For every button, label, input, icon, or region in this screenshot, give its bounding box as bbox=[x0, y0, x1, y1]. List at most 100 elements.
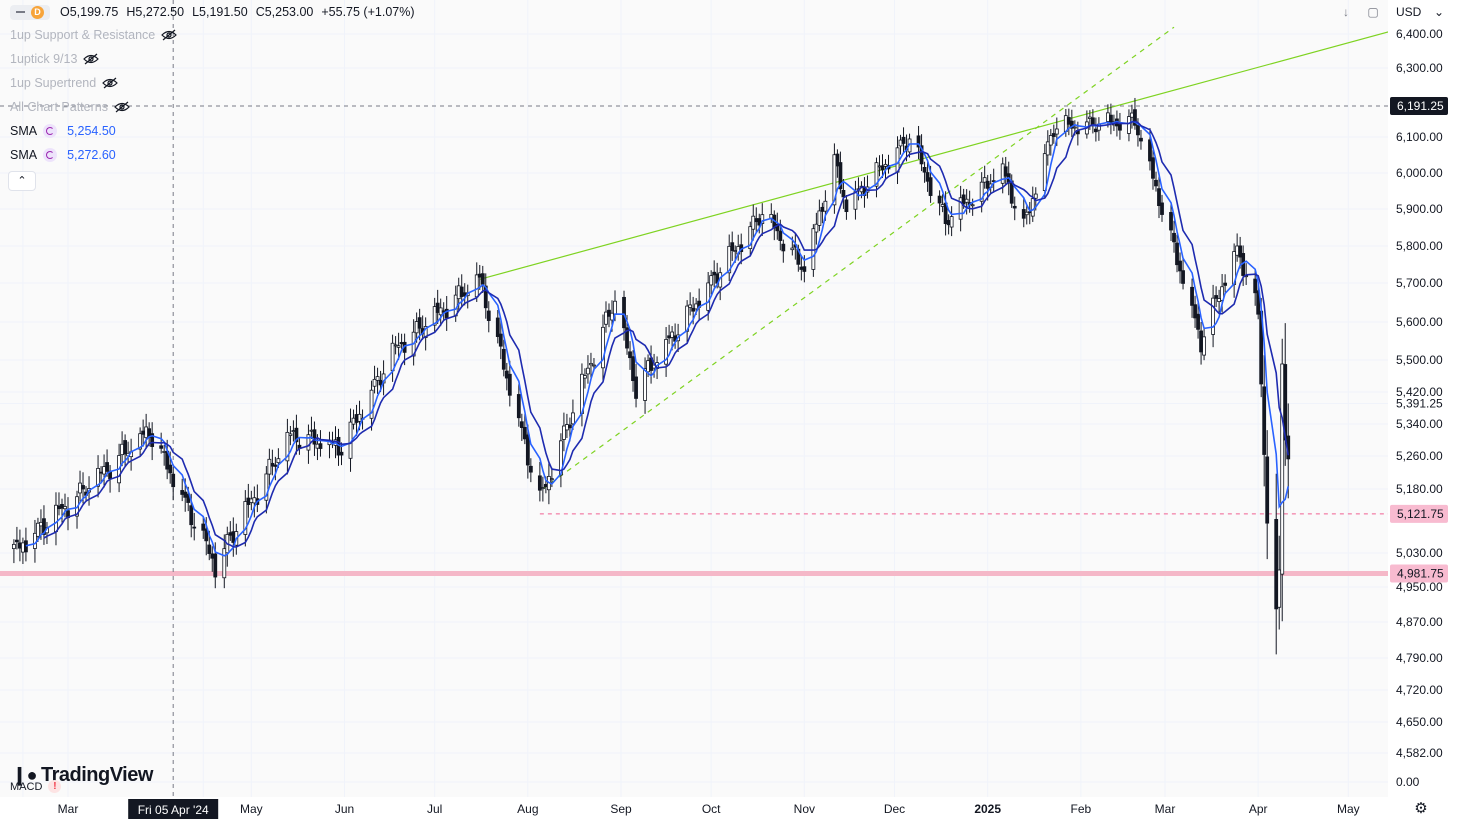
candle bbox=[495, 309, 500, 344]
indicator-supertrend[interactable]: 1up Supertrend bbox=[10, 74, 119, 92]
candle-body bbox=[456, 285, 461, 300]
macd-label: MACD bbox=[10, 780, 43, 793]
candle-body bbox=[1235, 245, 1240, 256]
candle-body bbox=[1157, 188, 1161, 207]
candle-body bbox=[273, 464, 278, 467]
crosshair-date-box bbox=[128, 799, 219, 819]
time-tick-label: Dec bbox=[884, 802, 905, 816]
candle-body bbox=[835, 153, 840, 167]
price-tick-label: 5,500.00 bbox=[1396, 353, 1443, 367]
indicator-label: 1uptick 9/13 bbox=[10, 52, 78, 66]
candle-body bbox=[664, 339, 668, 365]
eye-hidden-icon[interactable] bbox=[83, 53, 100, 65]
collapse-legend-button[interactable]: ⌃ bbox=[8, 171, 36, 191]
candle bbox=[528, 458, 533, 483]
candle bbox=[664, 327, 668, 377]
candle-body bbox=[1021, 209, 1026, 219]
eye-hidden-icon[interactable] bbox=[102, 77, 119, 89]
indicator-support-resistance[interactable]: 1up Support & Resistance bbox=[10, 26, 178, 44]
sma-value: 5,272.60 bbox=[67, 148, 116, 162]
candle-body bbox=[853, 191, 858, 210]
candle-body bbox=[1033, 193, 1038, 199]
candle-body bbox=[522, 426, 527, 440]
candle-body bbox=[1069, 120, 1074, 129]
price-tick-label: 5,420.00 bbox=[1396, 385, 1443, 399]
indicator-sma-1[interactable]: SMA 5,254.50 bbox=[10, 122, 116, 140]
candle-body bbox=[294, 427, 299, 443]
price-tick-label: 4,950.00 bbox=[1396, 580, 1443, 594]
candle bbox=[12, 539, 16, 564]
price-label-text: 5,121.75 bbox=[1397, 507, 1444, 521]
candle-body bbox=[958, 197, 963, 220]
download-icon[interactable]: ↓ bbox=[1343, 5, 1349, 19]
candle-body bbox=[694, 303, 699, 310]
price-tick-label: 4,870.00 bbox=[1396, 615, 1443, 629]
time-tick-label: May bbox=[1337, 802, 1360, 816]
candle-body bbox=[1087, 116, 1092, 119]
time-tick-label: Jul bbox=[427, 802, 442, 816]
candle-body bbox=[1256, 290, 1261, 315]
currency-select[interactable]: USD ⌄ bbox=[1390, 2, 1450, 22]
candle bbox=[601, 314, 605, 382]
price-label-text: 4,981.75 bbox=[1397, 567, 1444, 581]
candle-body bbox=[57, 505, 61, 510]
candle-body bbox=[760, 214, 765, 224]
candle bbox=[1118, 112, 1122, 140]
logo-text: TradingView bbox=[40, 764, 153, 786]
fullscreen-icon[interactable]: ▢ bbox=[1367, 5, 1379, 19]
candle-body bbox=[1181, 270, 1185, 284]
candle-body bbox=[150, 433, 155, 447]
macd-pane-label[interactable]: MACD ! bbox=[10, 780, 62, 793]
candle-body bbox=[24, 540, 28, 553]
trend-line-2 bbox=[542, 26, 1175, 490]
candle-body bbox=[691, 307, 696, 312]
candle-body bbox=[949, 216, 954, 228]
tradingview-logo[interactable]: ❙● TradingView bbox=[12, 764, 153, 787]
time-tick-label: 2025 bbox=[974, 802, 1001, 816]
candle-body bbox=[246, 497, 251, 505]
candle bbox=[201, 516, 206, 539]
candle bbox=[1178, 252, 1182, 284]
eye-hidden-icon[interactable] bbox=[161, 29, 178, 41]
candle bbox=[949, 206, 954, 237]
candle-body bbox=[264, 473, 269, 501]
gear-icon[interactable]: ⚙ bbox=[1414, 800, 1428, 817]
candle-body bbox=[252, 497, 257, 504]
candle-body bbox=[1172, 232, 1176, 243]
indicator-chart-patterns[interactable]: All Chart Patterns bbox=[10, 98, 130, 116]
candle-body bbox=[120, 443, 124, 456]
candle-body bbox=[925, 172, 930, 182]
candle-body bbox=[1003, 166, 1008, 177]
minus-icon bbox=[16, 11, 25, 13]
low-value: L5,191.50 bbox=[192, 5, 248, 19]
time-axis: Mar May Jun Jul Aug Sep Oct Nov Dec 2025 Feb Mar Apr… bbox=[58, 799, 1360, 819]
change-value: +55.75 (+1.07%) bbox=[321, 5, 415, 19]
indicator-sma-2[interactable]: SMA 5,272.60 bbox=[10, 146, 116, 164]
candle-body bbox=[543, 484, 548, 488]
candle-body bbox=[312, 429, 317, 445]
candle bbox=[519, 413, 524, 441]
candle-body bbox=[507, 373, 512, 396]
candle bbox=[1048, 128, 1053, 156]
candle-body bbox=[751, 215, 756, 230]
sma-value: 5,254.50 bbox=[67, 124, 116, 138]
candle-body bbox=[880, 165, 885, 171]
candle-body bbox=[1262, 386, 1267, 455]
candle-body bbox=[1220, 286, 1225, 301]
candle-body bbox=[832, 154, 837, 206]
candle-body bbox=[589, 362, 593, 366]
candle bbox=[525, 424, 530, 479]
candle-body bbox=[501, 348, 506, 370]
candle bbox=[1157, 176, 1161, 219]
candle bbox=[372, 365, 377, 394]
symbol-pill[interactable]: D bbox=[10, 4, 50, 20]
indicator-uptick[interactable]: 1uptick 9/13 bbox=[10, 50, 100, 68]
eye-hidden-icon[interactable] bbox=[114, 101, 130, 113]
price-tick-label: 5,900.00 bbox=[1396, 202, 1443, 216]
candle-body bbox=[670, 331, 675, 338]
candle-body bbox=[568, 424, 572, 429]
candle bbox=[1202, 328, 1206, 361]
candle-body bbox=[231, 531, 236, 543]
candle bbox=[634, 363, 638, 408]
